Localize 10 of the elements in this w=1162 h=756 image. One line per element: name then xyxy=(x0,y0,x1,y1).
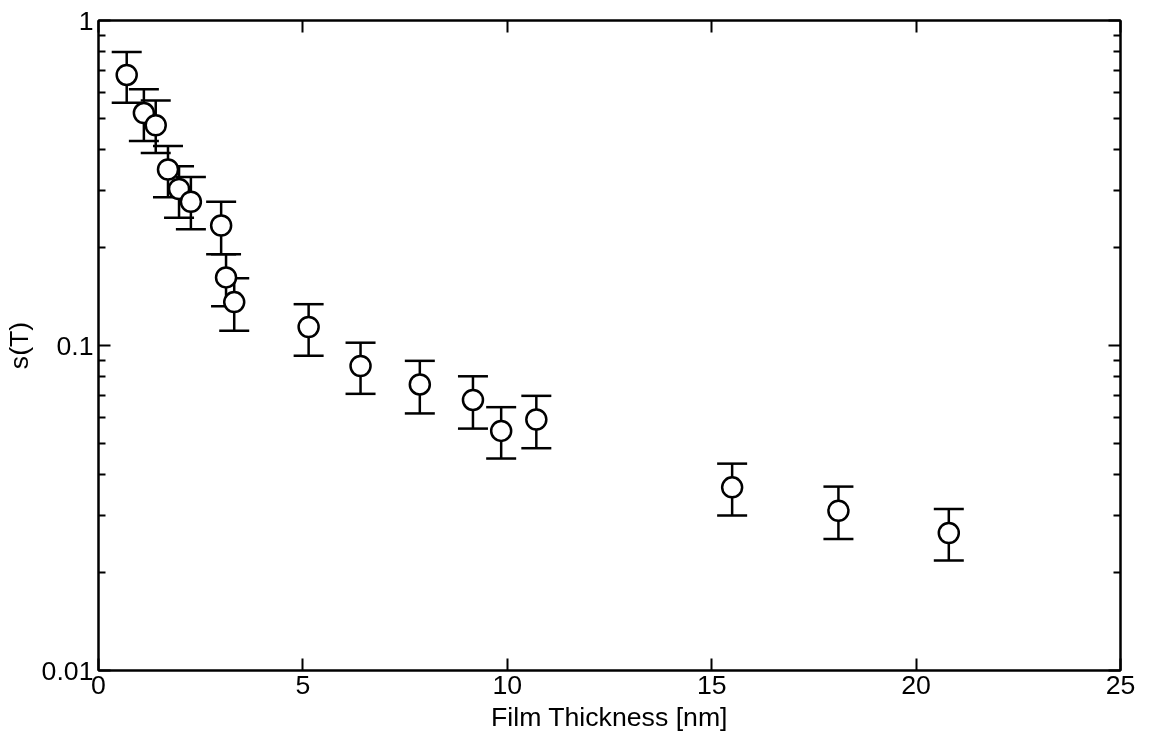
y-tick-label: 1 xyxy=(78,5,94,36)
x-tick-label: 20 xyxy=(901,669,931,700)
x-tick-label: 0 xyxy=(91,669,106,700)
x-tick-label: 10 xyxy=(492,669,523,700)
y-axis-title: s(T) xyxy=(3,321,34,370)
x-tick-label: 25 xyxy=(1105,669,1136,700)
x-axis-title: Film Thickness [nm] xyxy=(491,701,728,732)
y-tick-label: 0.1 xyxy=(56,330,94,361)
x-tick-label: 15 xyxy=(696,669,727,700)
x-tick-label: 5 xyxy=(295,669,311,700)
